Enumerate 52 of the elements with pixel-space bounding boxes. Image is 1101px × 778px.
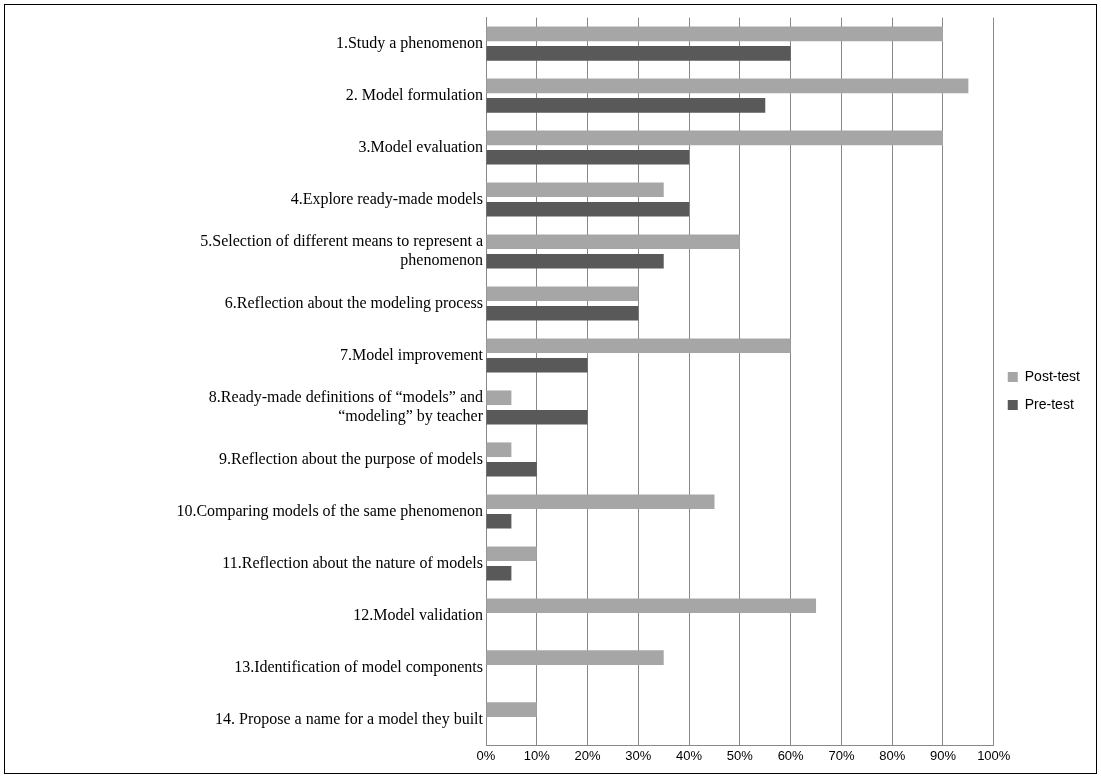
bar xyxy=(486,565,512,581)
bar xyxy=(486,461,537,477)
x-tick-label: 40% xyxy=(676,747,703,763)
y-tick-label: 4.Explore ready-made models xyxy=(290,189,483,208)
x-tick-label: 10% xyxy=(523,747,551,763)
bar xyxy=(486,150,690,165)
y-tick-label: 5.Selection of different means to represent a phenomenon xyxy=(200,232,483,270)
bar xyxy=(486,305,639,321)
bar xyxy=(486,286,639,302)
y-tick-label: 10.Comparing models of the same phenomenon xyxy=(176,501,483,520)
y-tick-label: 3.Model evaluation xyxy=(358,137,483,155)
bar xyxy=(486,494,715,510)
y-tick-label: 9.Reflection about the purpose of models xyxy=(219,449,483,468)
bar xyxy=(486,26,943,42)
x-tick-label: 70% xyxy=(828,747,855,763)
bar xyxy=(486,201,690,217)
bar xyxy=(486,357,588,373)
bar xyxy=(486,702,537,717)
x-tick-label: 60% xyxy=(777,747,805,763)
x-tick-label: 50% xyxy=(726,747,754,763)
bar xyxy=(486,78,969,94)
x-tick-label: 0% xyxy=(476,747,496,763)
legend-label: Post-test xyxy=(1024,367,1081,384)
bar xyxy=(486,409,588,425)
bar xyxy=(486,598,817,613)
bar xyxy=(486,650,664,665)
x-tick-label: 30% xyxy=(625,747,652,763)
bar xyxy=(486,98,766,113)
bar xyxy=(486,513,512,529)
legend-label: Pre-test xyxy=(1024,395,1074,412)
bar xyxy=(486,338,791,354)
bar xyxy=(486,442,512,458)
bar xyxy=(486,46,791,61)
bar xyxy=(486,182,664,198)
y-tick-label: 11.Reflection about the nature of models xyxy=(222,553,483,571)
bar xyxy=(486,234,740,250)
bar xyxy=(486,390,512,406)
bar xyxy=(486,253,664,269)
y-tick-label: 14. Propose a name for a model they built xyxy=(215,709,484,728)
x-tick-label: 80% xyxy=(879,747,906,763)
y-tick-label: 2. Model formulation xyxy=(345,85,483,103)
x-tick-label: 20% xyxy=(574,747,601,763)
y-tick-label: 8.Ready-made definitions of “models” and “modeling” by teacher xyxy=(208,388,484,426)
x-tick-label: 100% xyxy=(977,747,1011,763)
bar xyxy=(486,130,943,146)
y-tick-label: 12.Model validation xyxy=(353,605,483,623)
y-tick-label: 1.Study a phenomenon xyxy=(335,33,483,52)
y-tick-label: 6.Reflection about the modeling process xyxy=(224,293,483,312)
bar xyxy=(486,546,537,562)
y-tick-label: 7.Model improvement xyxy=(339,345,484,364)
y-tick-label: 13.Identification of model components xyxy=(234,657,483,676)
x-tick-label: 90% xyxy=(929,747,957,763)
